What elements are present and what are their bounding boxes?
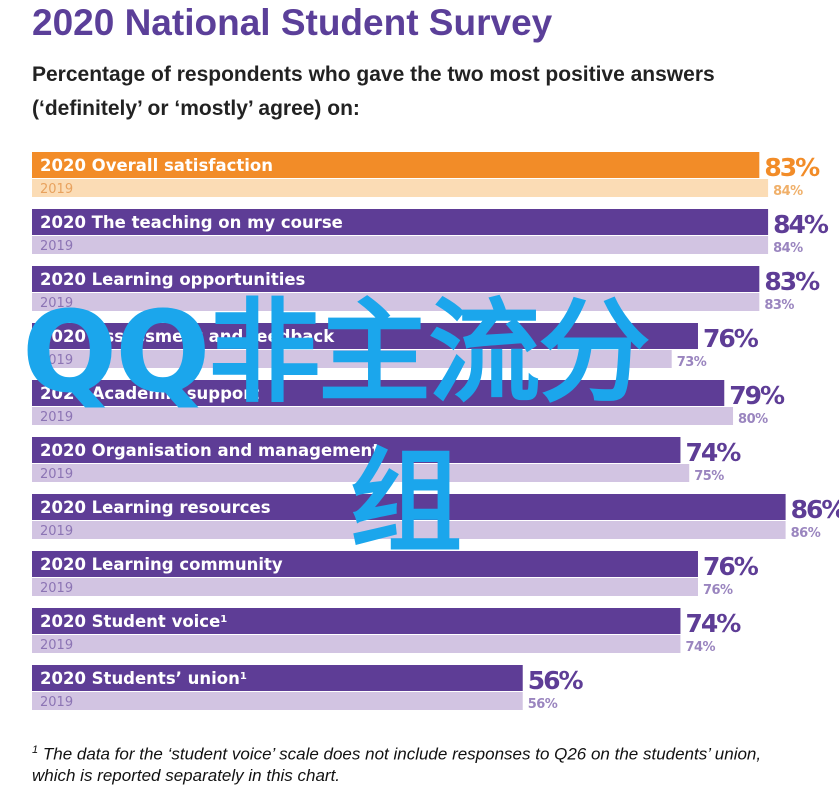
value-label-2019: 84% [773,184,803,199]
footnote-text: The data for the ‘student voice’ scale d… [32,744,762,785]
value-label-2019: 80% [738,412,768,427]
bar-2020 [32,380,725,406]
bar-label-2019: 2019 [40,581,73,596]
value-label-2019: 76% [703,583,733,598]
footnote-mark: 1 [32,744,39,756]
value-label-2019: 86% [791,526,821,541]
bar-label-2020: 2020 Assessment and feedback [40,327,335,346]
bar-label-2020: 2020 The teaching on my course [40,213,343,232]
bar-chart: 2020 Overall satisfaction 2019 83% 84% 2020 … [32,152,839,712]
bar-2020 [32,209,769,235]
footnote: 1 The data for the ‘student voice’ scale… [32,740,792,786]
bar-2019 [32,692,523,710]
value-label-2020: 74% [685,609,741,638]
value-label-2019: 84% [773,241,803,256]
bar-2019 [32,179,769,197]
bar-label-2020: 2020 Learning community [40,555,283,574]
bar-label-2019: 2019 [40,353,73,368]
bar-2019 [32,350,672,368]
bar-label-2019: 2019 [40,467,73,482]
bar-label-2019: 2019 [40,695,73,710]
bar-label-2019: 2019 [40,239,73,254]
bar-label-2019: 2019 [40,638,73,653]
bar-2019 [32,407,734,425]
bar-2020 [32,608,681,634]
value-label-2020: 86% [791,495,839,524]
bar-label-2020: 2020 Overall satisfaction [40,156,273,175]
value-label-2020: 84% [773,210,829,239]
bar-2020 [32,266,760,292]
value-label-2020: 83% [764,153,820,182]
bar-label-2019: 2019 [40,410,73,425]
value-label-2019: 56% [528,697,558,712]
value-label-2020: 74% [685,438,741,467]
bar-2020 [32,665,523,691]
bar-2020 [32,323,698,349]
bar-label-2020: 2020 Learning resources [40,498,271,517]
bar-2019 [32,293,760,311]
bar-label-2020: 2020 Academic support [40,384,259,403]
value-label-2019: 74% [685,640,715,655]
value-label-2020: 76% [703,324,759,353]
bar-2020 [32,152,760,178]
bar-2019 [32,521,786,539]
bar-2019 [32,464,690,482]
value-label-2020: 79% [729,381,785,410]
chart-title: 2020 National Student Survey [32,2,553,43]
bar-label-2019: 2019 [40,296,73,311]
bar-2020 [32,551,698,577]
value-label-2020: 83% [764,267,820,296]
value-label-2020: 56% [528,666,584,695]
chart-subtitle: Percentage of respondents who gave the t… [32,63,715,120]
value-label-2019: 75% [694,469,724,484]
bar-2019 [32,578,698,596]
bar-label-2020: 2020 Students’ union1 [40,669,247,688]
bar-label-2019: 2019 [40,182,73,197]
bar-2019 [32,635,681,653]
bar-label-2020: 2020 Student voice1 [40,612,227,631]
bar-2020 [32,437,681,463]
bar-label-2019: 2019 [40,524,73,539]
bar-label-2020: 2020 Organisation and management [40,441,380,460]
value-label-2020: 76% [703,552,759,581]
bar-2020 [32,494,786,520]
bar-2019 [32,236,769,254]
bar-label-2020: 2020 Learning opportunities [40,270,306,289]
value-label-2019: 83% [764,298,794,313]
value-label-2019: 73% [677,355,707,370]
